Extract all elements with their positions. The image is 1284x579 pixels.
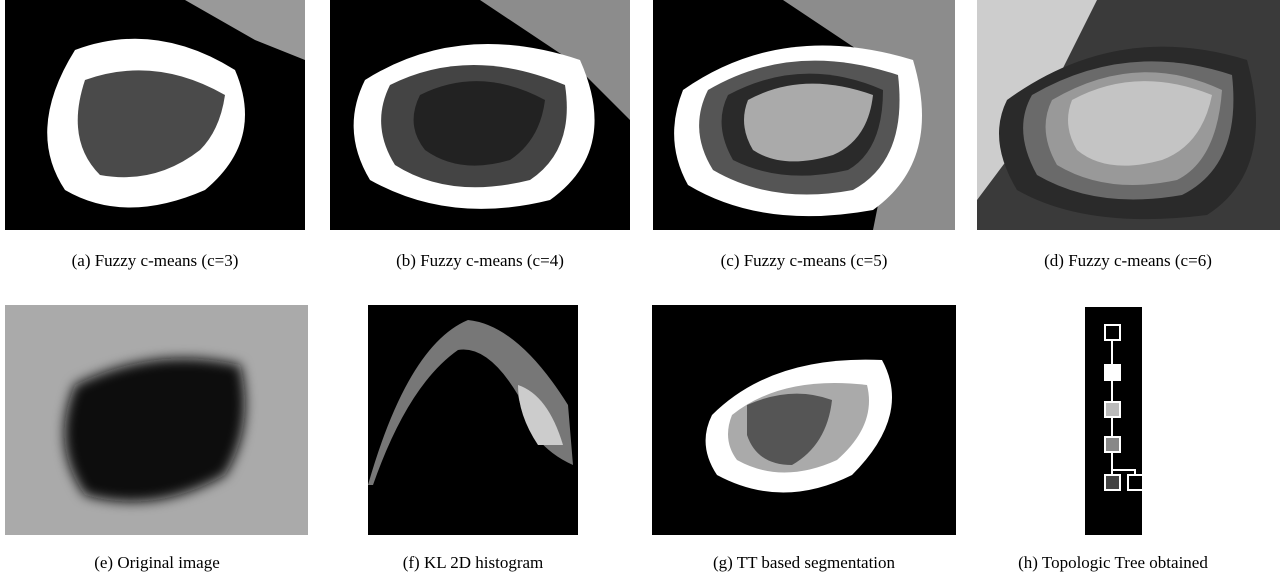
segmentation-image (5, 0, 305, 230)
topologic-tree (1085, 307, 1142, 535)
original-image (5, 305, 308, 535)
caption: (c) Fuzzy c-means (c=5) (644, 251, 964, 271)
figure: {"panels": [ {"caption": "(a) Fuzzy c-me… (0, 0, 1284, 579)
caption: (h) Topologic Tree obtained (953, 553, 1273, 573)
tt-segmentation-image (652, 305, 956, 535)
histogram-image (368, 305, 578, 535)
caption: (f) KL 2D histogram (313, 553, 633, 573)
segmentation-image (330, 0, 630, 230)
caption: (g) TT based segmentation (644, 553, 964, 573)
segmentation-image (977, 0, 1280, 230)
caption: (d) Fuzzy c-means (c=6) (968, 251, 1284, 271)
caption: (e) Original image (0, 553, 317, 573)
caption: (b) Fuzzy c-means (c=4) (320, 251, 640, 271)
segmentation-image (653, 0, 955, 230)
caption: (a) Fuzzy c-means (c=3) (0, 251, 315, 271)
